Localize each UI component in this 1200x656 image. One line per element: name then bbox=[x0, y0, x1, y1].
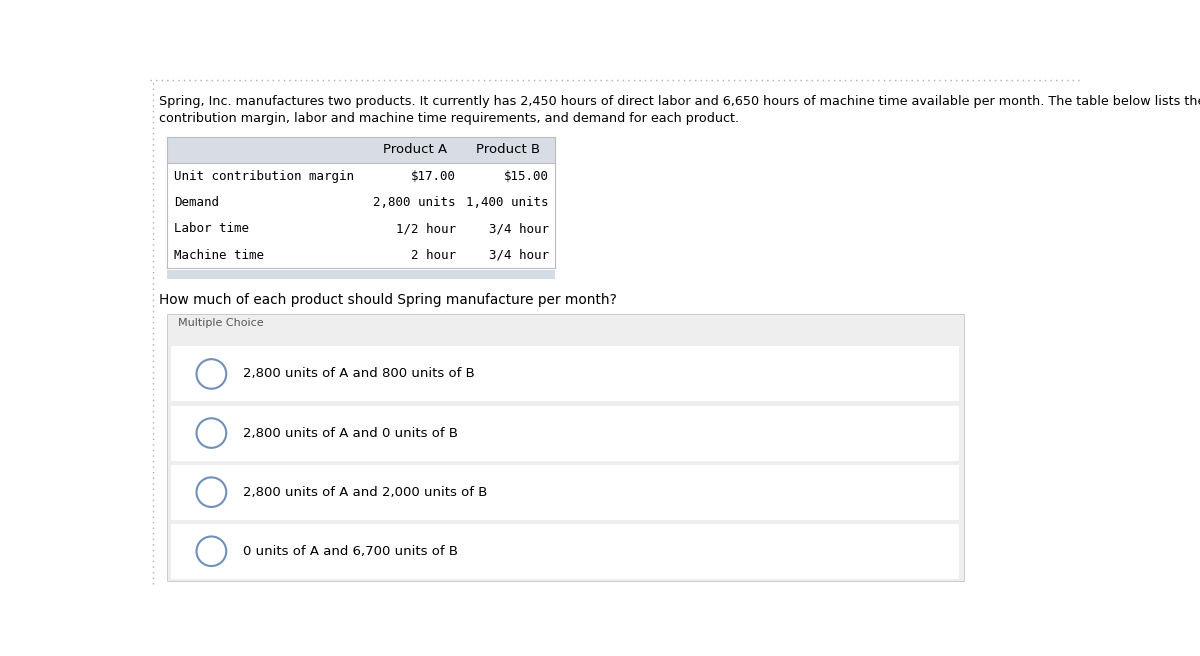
Text: contribution margin, labor and machine time requirements, and demand for each pr: contribution margin, labor and machine t… bbox=[160, 112, 739, 125]
Text: Labor time: Labor time bbox=[174, 222, 250, 236]
Text: $17.00: $17.00 bbox=[410, 170, 456, 183]
Text: $15.00: $15.00 bbox=[504, 170, 548, 183]
Text: 2 hour: 2 hour bbox=[410, 249, 456, 262]
Text: 2,800 units of A and 800 units of B: 2,800 units of A and 800 units of B bbox=[242, 367, 475, 380]
FancyBboxPatch shape bbox=[167, 270, 554, 279]
FancyBboxPatch shape bbox=[172, 464, 959, 520]
Text: 2,800 units: 2,800 units bbox=[373, 196, 456, 209]
Text: Product A: Product A bbox=[383, 144, 448, 156]
Text: 3/4 hour: 3/4 hour bbox=[488, 249, 548, 262]
Text: 1/2 hour: 1/2 hour bbox=[396, 222, 456, 236]
Text: 2,800 units of A and 2,000 units of B: 2,800 units of A and 2,000 units of B bbox=[242, 485, 487, 499]
Text: Spring, Inc. manufactures two products. It currently has 2,450 hours of direct l: Spring, Inc. manufactures two products. … bbox=[160, 95, 1200, 108]
Text: How much of each product should Spring manufacture per month?: How much of each product should Spring m… bbox=[160, 293, 617, 308]
FancyBboxPatch shape bbox=[167, 314, 964, 581]
Text: Unit contribution margin: Unit contribution margin bbox=[174, 170, 354, 183]
FancyBboxPatch shape bbox=[172, 405, 959, 461]
FancyBboxPatch shape bbox=[172, 346, 959, 401]
Text: Multiple Choice: Multiple Choice bbox=[178, 318, 264, 327]
Text: Demand: Demand bbox=[174, 196, 220, 209]
FancyBboxPatch shape bbox=[167, 163, 554, 268]
Text: 3/4 hour: 3/4 hour bbox=[488, 222, 548, 236]
Text: Machine time: Machine time bbox=[174, 249, 264, 262]
Text: 2,800 units of A and 0 units of B: 2,800 units of A and 0 units of B bbox=[242, 426, 458, 440]
Text: Product B: Product B bbox=[476, 144, 540, 156]
Text: 0 units of A and 6,700 units of B: 0 units of A and 6,700 units of B bbox=[242, 544, 458, 558]
FancyBboxPatch shape bbox=[167, 137, 554, 163]
FancyBboxPatch shape bbox=[172, 523, 959, 579]
Text: 1,400 units: 1,400 units bbox=[467, 196, 548, 209]
